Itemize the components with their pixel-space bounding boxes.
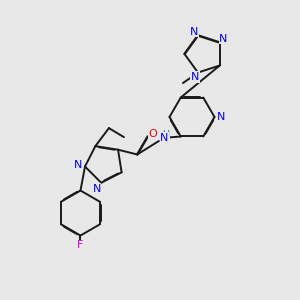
Text: H: H: [162, 130, 169, 139]
Text: N: N: [74, 160, 82, 170]
Text: N: N: [217, 112, 225, 122]
Text: O: O: [149, 129, 158, 139]
Text: N: N: [219, 34, 228, 44]
Text: N: N: [160, 133, 168, 143]
Text: N: N: [92, 184, 101, 194]
Text: F: F: [77, 240, 84, 250]
Text: N: N: [191, 72, 199, 82]
Text: N: N: [190, 27, 199, 37]
